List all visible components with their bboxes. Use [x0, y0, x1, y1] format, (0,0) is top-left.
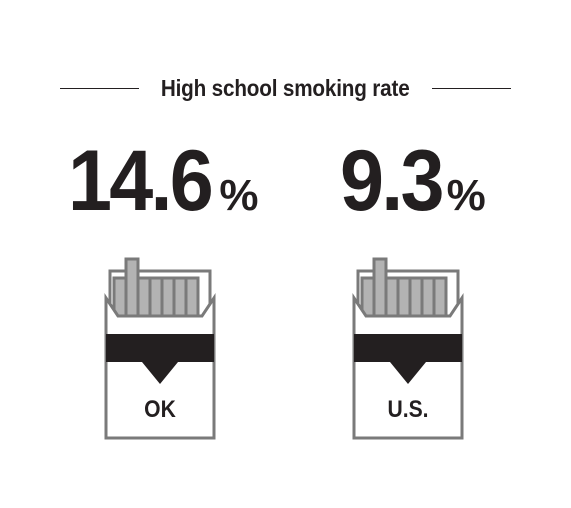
- stat-us-value: 9.3: [340, 133, 444, 229]
- title-left-rule: [60, 87, 140, 89]
- pack-ok-label: OK: [144, 396, 176, 423]
- stat-ok-value: 14.6: [68, 133, 214, 229]
- pack-us-label: U.S.: [387, 396, 429, 423]
- stat-ok-unit: %: [219, 171, 259, 220]
- cigarette-pack-icon: [352, 257, 464, 440]
- chart-title: High school smoking rate: [161, 74, 410, 101]
- pack-us: U.S.: [352, 256, 464, 440]
- stat-us-unit: %: [446, 171, 486, 220]
- cigarette-pack-icon: [104, 257, 216, 440]
- stat-ok: 14.6 %: [68, 138, 259, 238]
- title-row: High school smoking rate: [60, 72, 512, 104]
- title-right-rule: [431, 87, 512, 89]
- stat-us: 9.3 %: [340, 138, 486, 238]
- pack-ok: OK: [104, 256, 216, 440]
